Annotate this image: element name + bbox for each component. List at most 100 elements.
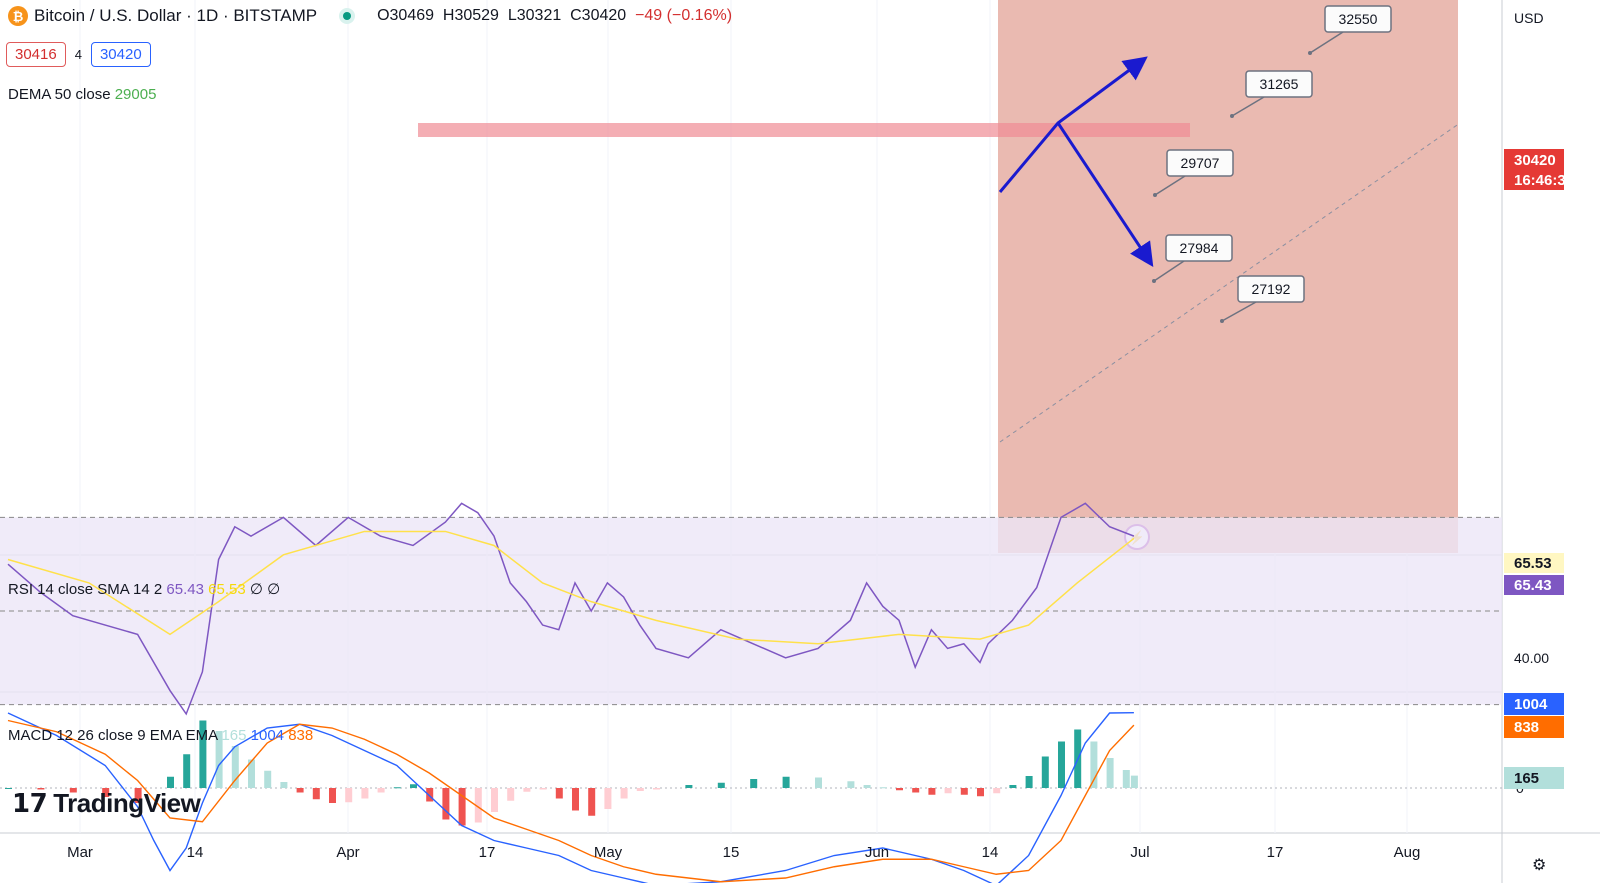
callout-pointer xyxy=(1231,96,1265,117)
macd-histogram-bar xyxy=(685,785,693,788)
low-value: L30321 xyxy=(507,7,562,24)
dema-label: DEMA 50 close xyxy=(8,86,111,103)
macd-histogram-bar xyxy=(912,788,920,793)
time-tick: Apr xyxy=(336,844,359,861)
macd-histogram-bar xyxy=(1130,775,1138,788)
callout-box xyxy=(1324,5,1392,33)
trade-panel: 30416 4 30420 xyxy=(6,42,151,67)
macd-histogram-bar xyxy=(847,781,855,788)
macd-histogram-bar xyxy=(555,788,563,799)
rsi-legend[interactable]: RSI 14 close SMA 14 2 65.43 65.53 ∅ ∅ xyxy=(8,580,280,598)
callout-pointer xyxy=(1221,301,1257,322)
rsi-tick: 40.00 xyxy=(1514,650,1549,666)
macd-histogram-bar xyxy=(944,788,952,794)
tradingview-logo-icon: 𝟭𝟳 xyxy=(12,788,48,818)
macd-histogram-bar xyxy=(377,788,385,793)
macd-histogram-bar xyxy=(248,759,255,788)
ohlc-readout: O30469 H30529 L30321 C30420 −49 (−0.16%) xyxy=(377,7,732,25)
macd-signal-value: 838 xyxy=(288,727,314,744)
dema-legend[interactable]: DEMA 50 close 29005 xyxy=(8,86,156,103)
price-tag-text: 65.43 xyxy=(1514,577,1552,594)
macd-histogram-bar xyxy=(539,788,547,790)
callout-text: 27984 xyxy=(1180,240,1219,256)
macd-histogram-bar xyxy=(717,782,725,788)
macd-signal-line xyxy=(7,719,1135,883)
macd-histogram-bar xyxy=(636,788,644,791)
macd-histogram-bar xyxy=(863,785,871,788)
macd-histogram-bar xyxy=(312,788,320,800)
macd-histogram-bar xyxy=(523,788,531,792)
settings-icon[interactable]: ⚙ xyxy=(1532,857,1547,874)
macd-histogram-bar xyxy=(426,788,434,802)
market-status-icon[interactable] xyxy=(339,8,356,24)
price-tag-text: 1004 xyxy=(1514,696,1548,713)
bearish-arrow xyxy=(1056,122,1154,268)
macd-histogram-bar xyxy=(296,788,304,793)
time-tick: 17 xyxy=(479,844,496,861)
macd-histogram-bar xyxy=(134,788,142,803)
time-tick: 14 xyxy=(982,844,999,861)
callout-pointer xyxy=(1309,31,1344,54)
price-tag xyxy=(1504,693,1564,715)
macd-line xyxy=(7,712,1134,883)
macd-histogram-bar xyxy=(960,788,968,795)
tradingview-watermark: 𝟭𝟳 TradingView xyxy=(12,788,201,819)
time-tick: 17 xyxy=(1267,844,1284,861)
time-tick: Aug xyxy=(1394,844,1421,861)
macd-histogram-bar xyxy=(588,788,596,816)
callout-pointer xyxy=(1153,260,1185,282)
macd-histogram-bar xyxy=(280,782,288,788)
callout-anchor xyxy=(1220,319,1224,323)
macd-line-value: 1004 xyxy=(250,727,285,744)
callout-text: 32550 xyxy=(1339,11,1378,27)
macd-legend[interactable]: MACD 12 26 close 9 EMA EMA 165 1004 838 xyxy=(8,727,313,744)
rsi-sma-line xyxy=(7,530,1135,645)
time-tick: Jul xyxy=(1130,844,1149,861)
price-tag xyxy=(1504,575,1564,595)
macd-histogram-bar xyxy=(507,788,515,801)
macd-histogram-bar xyxy=(815,777,822,788)
time-tick: May xyxy=(594,844,623,861)
callout-anchor xyxy=(1153,193,1157,197)
price-tag-text: 16:46:3 xyxy=(1514,172,1566,189)
symbol-title[interactable]: Bitcoin / U.S. Dollar · 1D · BITSTAMP xyxy=(34,6,318,25)
buy-button[interactable]: 30420 xyxy=(90,42,151,67)
macd-histogram-bar xyxy=(474,788,482,823)
callout-anchor xyxy=(1230,114,1234,118)
macd-histogram-bar xyxy=(896,788,903,791)
rsi-value: 65.43 xyxy=(166,581,204,598)
macd-histogram-bar xyxy=(410,784,417,788)
callout-box xyxy=(1237,275,1305,303)
watermark-text: TradingView xyxy=(53,788,201,818)
bitcoin-icon: ₿ xyxy=(8,6,28,26)
price-tag xyxy=(1504,149,1564,171)
macd-histogram-bar xyxy=(977,788,984,797)
callout-text: 31265 xyxy=(1260,76,1299,92)
currency-label[interactable]: USD xyxy=(1514,10,1544,26)
callout-box xyxy=(1245,70,1313,98)
macd-histogram-bar xyxy=(750,779,758,788)
macd-histogram-bar xyxy=(442,788,450,820)
open-value: O30469 xyxy=(377,7,435,24)
macd-label: MACD 12 26 close 9 EMA EMA xyxy=(8,727,218,744)
price-tag-text: 838 xyxy=(1514,719,1539,736)
macd-histogram-bar xyxy=(1090,741,1098,788)
time-tick: Mar xyxy=(67,844,93,861)
time-tick: 14 xyxy=(187,844,204,861)
macd-histogram-bar xyxy=(1058,741,1065,788)
dashed-trendline xyxy=(999,122,1461,443)
callout-box xyxy=(1165,234,1233,262)
sell-button[interactable]: 30416 xyxy=(6,42,66,67)
callout-text: 29707 xyxy=(1181,155,1220,171)
macd-histogram-bar xyxy=(199,720,207,788)
macd-histogram-bar xyxy=(215,731,223,788)
callout-text: 27192 xyxy=(1252,281,1291,297)
dema-value: 29005 xyxy=(114,86,157,103)
macd-histogram-bar xyxy=(231,746,239,788)
price-tag-text: 65.53 xyxy=(1514,555,1552,572)
price-tag-text: 30420 xyxy=(1514,152,1556,169)
macd-histogram-bar xyxy=(102,788,110,797)
macd-histogram-bar xyxy=(572,788,579,811)
macd-histogram-bar xyxy=(393,787,401,789)
